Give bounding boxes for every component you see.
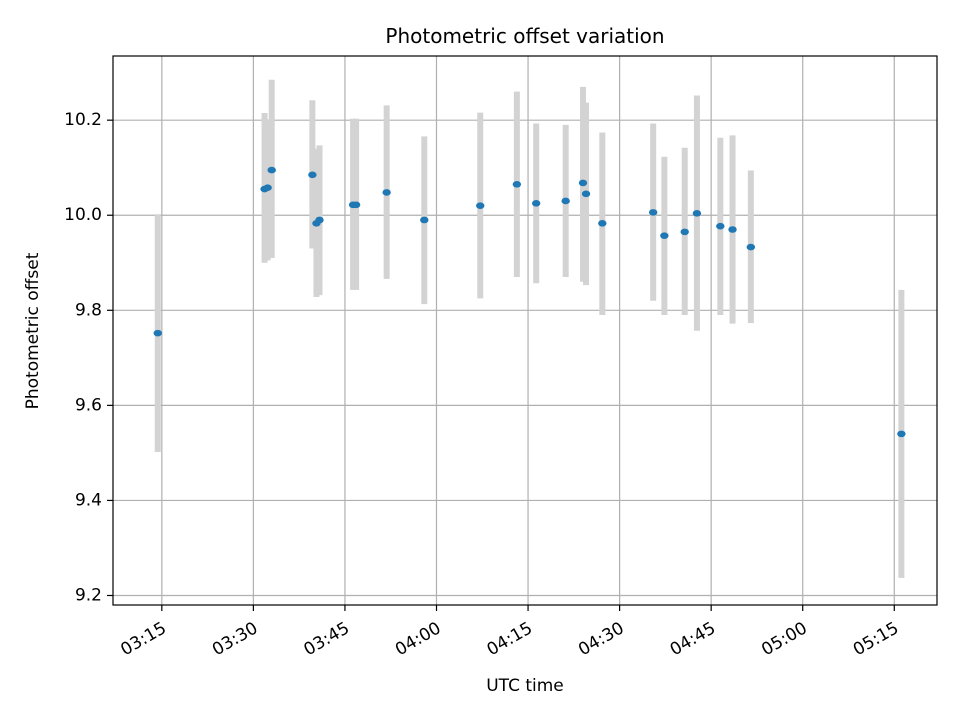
data-point	[561, 197, 570, 205]
data-point	[153, 329, 162, 337]
y-axis-title: Photometric offset	[23, 252, 43, 409]
data-point	[897, 430, 906, 438]
data-point	[598, 220, 607, 227]
data-point	[263, 184, 272, 191]
data-point	[267, 166, 276, 174]
y-tick-label: 9.4	[75, 490, 102, 510]
data-point	[716, 222, 725, 230]
grid	[113, 56, 937, 605]
data-point	[382, 189, 391, 196]
data-point	[581, 190, 591, 198]
data-point	[746, 243, 756, 251]
data-point	[512, 181, 522, 188]
data-point	[531, 200, 541, 207]
data-point	[351, 201, 361, 209]
data-point	[648, 209, 658, 216]
data-point	[420, 216, 429, 224]
data-point	[728, 226, 737, 233]
x-axis-title: UTC time	[486, 676, 564, 696]
y-tick-label: 9.8	[75, 300, 102, 320]
y-tick-label: 9.6	[75, 395, 102, 415]
y-tick-label: 9.2	[75, 585, 102, 605]
data-point	[578, 179, 588, 187]
chart-title: Photometric offset variation	[385, 24, 664, 48]
y-tick-label: 10.0	[64, 205, 102, 225]
data-point	[680, 228, 689, 236]
data-point	[315, 216, 324, 224]
y-tick-label: 10.2	[64, 110, 102, 130]
data-point	[660, 232, 669, 239]
plot-frame	[112, 55, 938, 606]
data-point	[308, 171, 317, 179]
data-point	[476, 202, 485, 210]
data-points	[153, 166, 906, 438]
data-point	[692, 210, 702, 217]
y-axis-ticks: 9.2 9.4 9.6 9.8 10.0 10.2	[64, 110, 113, 605]
